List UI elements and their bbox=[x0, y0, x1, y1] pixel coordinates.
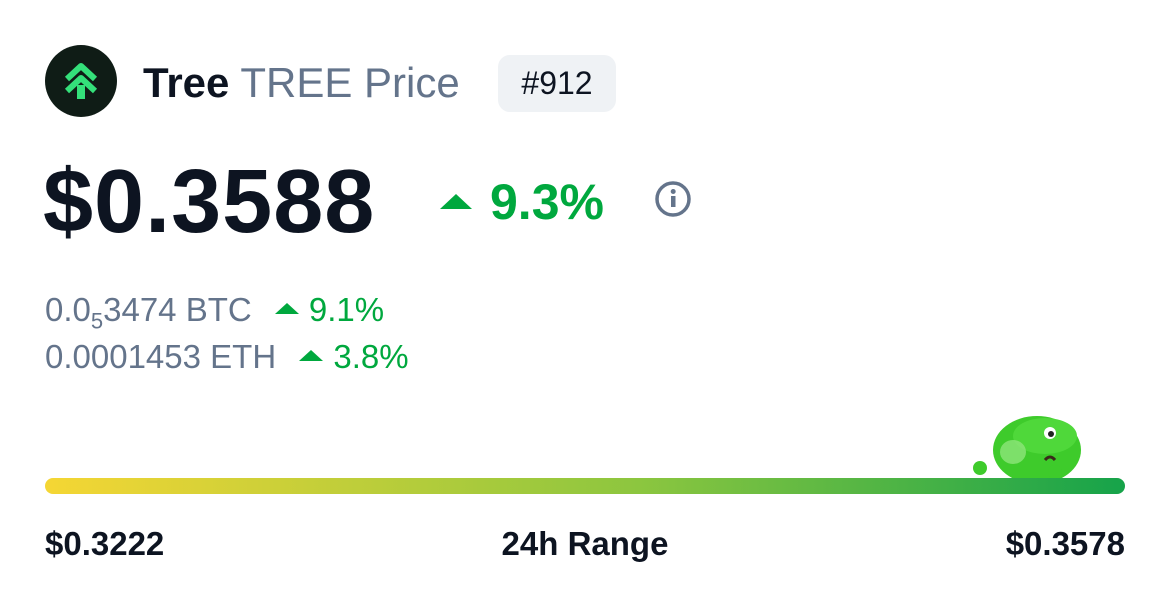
title: Tree TREE Price bbox=[143, 58, 460, 108]
btc-row: 0.053474 BTC 9.1% bbox=[45, 290, 384, 342]
mascot bbox=[973, 416, 1081, 483]
range-label: 24h Range bbox=[501, 525, 669, 562]
btc-change: 9.1% bbox=[274, 291, 385, 328]
eth-change-value: 3.8% bbox=[333, 338, 409, 375]
coin-subtitle: TREE Price bbox=[240, 59, 460, 106]
eth-row: 0.0001453 ETH 3.8% bbox=[45, 337, 409, 377]
price-change-value: 9.3% bbox=[490, 174, 604, 230]
range-bar bbox=[45, 478, 1125, 494]
price: $0.3588 bbox=[43, 152, 376, 252]
btc-prefix: 0.0 bbox=[45, 291, 91, 328]
coin-name: Tree bbox=[143, 59, 230, 106]
btc-subscript: 5 bbox=[90, 308, 104, 334]
range-high: $0.3578 bbox=[1005, 525, 1125, 562]
rank-badge: #912 bbox=[498, 55, 616, 112]
range-low: $0.3222 bbox=[45, 525, 165, 562]
up-arrow bbox=[440, 194, 472, 210]
eth-change: 3.8% bbox=[299, 338, 409, 375]
btc-suffix: 3474 BTC bbox=[103, 291, 252, 328]
info-icon[interactable] bbox=[654, 180, 692, 218]
eth-value: 0.0001453 ETH bbox=[45, 338, 277, 375]
price-change: 9.3% bbox=[440, 172, 604, 232]
coin-logo bbox=[45, 45, 117, 117]
up-arrow bbox=[274, 302, 299, 314]
up-arrow bbox=[299, 349, 324, 361]
btc-change-value: 9.1% bbox=[308, 291, 385, 328]
